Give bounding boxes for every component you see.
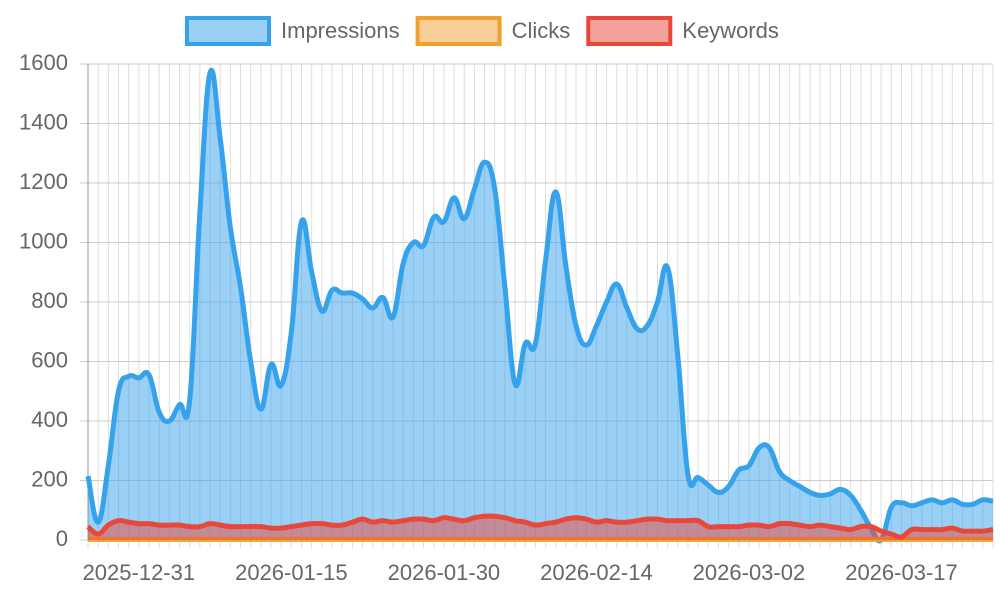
y-tick-label: 200: [31, 466, 68, 491]
legend-swatch: [586, 16, 673, 46]
x-tick-label: 2026-01-15: [235, 560, 348, 585]
y-tick-label: 1000: [19, 228, 68, 253]
line: [86, 513, 994, 540]
legend-swatch: [185, 16, 271, 46]
legend-label: Keywords: [682, 18, 779, 43]
y-tick-label: 800: [31, 288, 68, 313]
legend-label: Clicks: [512, 18, 571, 43]
x-tick-label: 2026-02-14: [540, 560, 653, 585]
y-tick-label: 0: [56, 526, 68, 551]
y-tick-label: 400: [31, 407, 68, 432]
area-fill: [88, 70, 993, 541]
x-tick-label: 2026-03-17: [845, 560, 958, 585]
y-tick-label: 1600: [19, 50, 68, 75]
y-tick-label: 1400: [19, 109, 68, 134]
x-tick-label: 2026-03-02: [693, 560, 806, 585]
area-fill: [88, 515, 993, 540]
y-tick-label: 600: [31, 347, 68, 372]
y-tick-label: 1200: [19, 169, 68, 194]
legend-swatch: [415, 16, 502, 46]
x-tick-label: 2025-12-31: [83, 560, 196, 585]
legend-label: Impressions: [281, 18, 400, 43]
x-tick-label: 2026-01-30: [388, 560, 501, 585]
line: [85, 67, 994, 544]
